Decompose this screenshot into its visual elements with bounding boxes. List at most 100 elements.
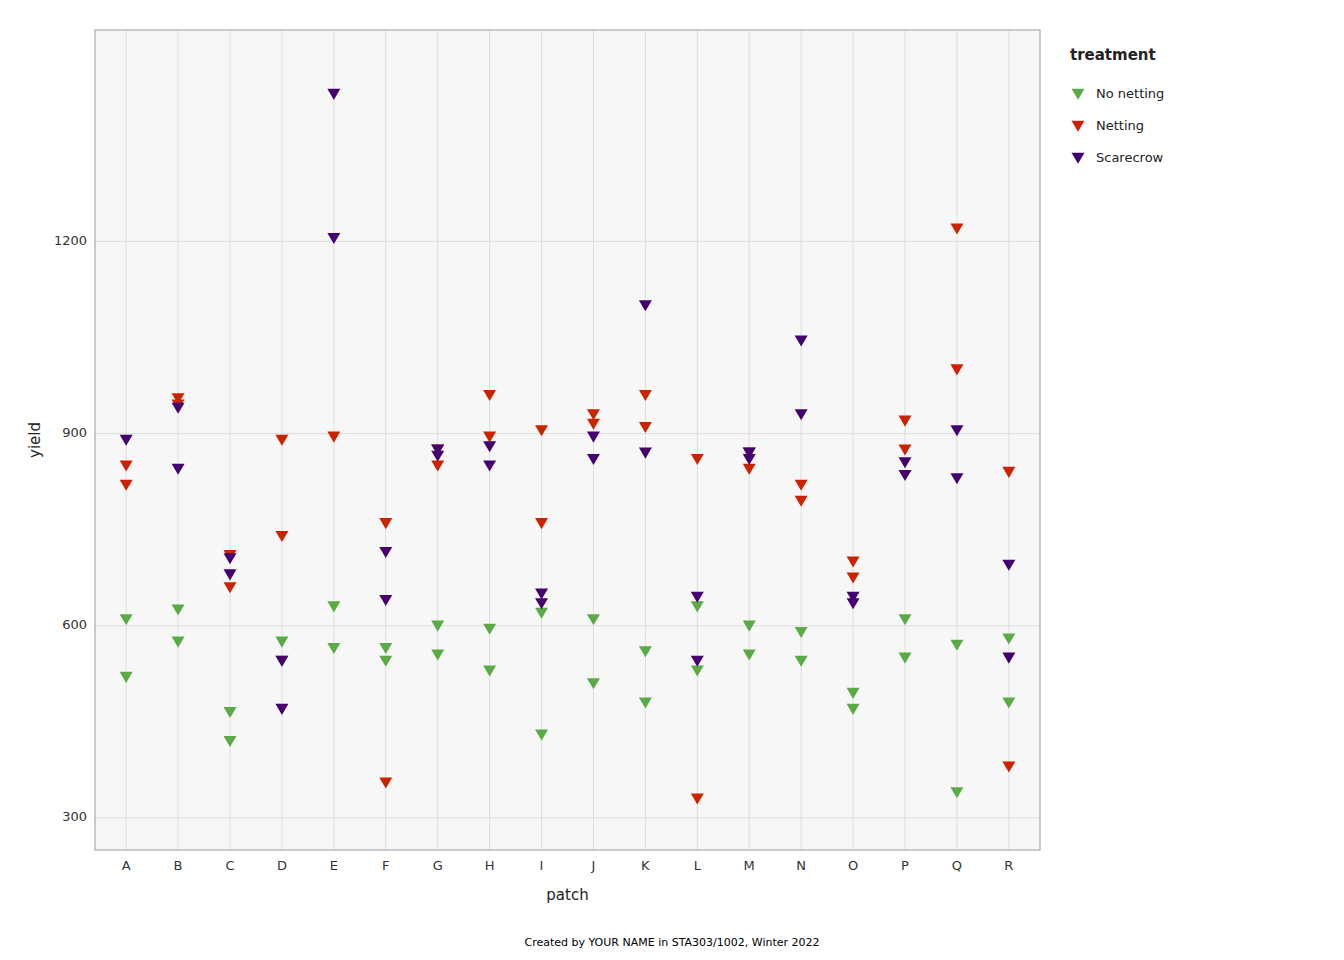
point	[691, 656, 704, 667]
point	[224, 582, 237, 593]
point	[535, 589, 548, 600]
point	[275, 637, 288, 648]
point	[431, 460, 444, 471]
x-tick-label: L	[694, 858, 702, 873]
point	[691, 601, 704, 612]
point	[1002, 633, 1015, 644]
point	[1002, 467, 1015, 478]
point	[327, 643, 340, 654]
point	[899, 457, 912, 468]
point	[1002, 762, 1015, 773]
legend-marker	[1072, 89, 1085, 100]
point	[431, 649, 444, 660]
x-grid-line	[956, 30, 957, 850]
point	[847, 573, 860, 584]
x-tick-label: C	[225, 858, 234, 873]
series-points	[120, 601, 1016, 798]
legend-marker	[1072, 153, 1085, 164]
point	[847, 598, 860, 609]
point	[950, 473, 963, 484]
point	[795, 627, 808, 638]
point	[483, 665, 496, 676]
y-grid-line	[95, 817, 1040, 818]
point	[1002, 697, 1015, 708]
x-tick-label: K	[641, 858, 650, 873]
x-tick-label: A	[122, 858, 131, 873]
point	[899, 614, 912, 625]
point	[535, 425, 548, 436]
x-tick-label: M	[744, 858, 755, 873]
point	[899, 653, 912, 664]
x-grid-line	[645, 30, 646, 850]
point	[275, 435, 288, 446]
point	[483, 390, 496, 401]
point	[431, 621, 444, 632]
point	[275, 656, 288, 667]
point	[172, 464, 185, 475]
x-grid-line	[853, 30, 854, 850]
point	[847, 557, 860, 568]
x-tick-label: J	[591, 858, 596, 873]
point	[535, 608, 548, 619]
x-tick-label: I	[540, 858, 544, 873]
x-tick-label: H	[485, 858, 495, 873]
point	[587, 432, 600, 443]
x-tick-label: G	[433, 858, 443, 873]
point	[483, 624, 496, 635]
point	[950, 223, 963, 234]
point	[1002, 653, 1015, 664]
point	[120, 672, 133, 683]
point	[379, 778, 392, 789]
caption: Created by YOUR NAME in STA303/1002, Win…	[524, 936, 819, 949]
point	[639, 300, 652, 311]
point	[275, 656, 288, 667]
point	[899, 416, 912, 427]
point	[639, 448, 652, 459]
series-points	[120, 223, 1016, 804]
point	[327, 601, 340, 612]
x-tick-label: D	[277, 858, 287, 873]
series-points	[120, 89, 1016, 715]
y-grid-line	[95, 241, 1040, 242]
point	[120, 460, 133, 471]
y-tick-label: 600	[62, 617, 87, 632]
point	[172, 605, 185, 616]
legend-label: Netting	[1096, 118, 1144, 133]
point	[327, 89, 340, 100]
y-grid-line	[95, 625, 1040, 626]
x-grid-line	[801, 30, 802, 850]
x-grid-line	[437, 30, 438, 850]
point	[691, 454, 704, 465]
point	[535, 729, 548, 740]
points	[120, 89, 1016, 805]
x-grid-line	[905, 30, 906, 850]
point	[379, 656, 392, 667]
point	[743, 454, 756, 465]
point	[639, 422, 652, 433]
point	[950, 425, 963, 436]
point	[587, 454, 600, 465]
point	[587, 409, 600, 420]
x-tick-label: F	[382, 858, 389, 873]
grid	[95, 30, 1040, 850]
y-tick-label: 300	[62, 809, 87, 824]
y-grid-line	[95, 433, 1040, 434]
plot-frame	[95, 30, 1040, 850]
point	[639, 390, 652, 401]
y-axis-label: yield	[26, 422, 44, 458]
legend: treatmentNo nettingNettingScarecrow	[1070, 46, 1164, 165]
point	[379, 595, 392, 606]
point	[224, 553, 237, 564]
x-tick-label: E	[330, 858, 338, 873]
point	[743, 649, 756, 660]
point	[1002, 560, 1015, 571]
point	[431, 451, 444, 462]
x-grid-line	[230, 30, 231, 850]
x-grid-line	[749, 30, 750, 850]
point	[120, 435, 133, 446]
point	[743, 621, 756, 632]
point	[795, 496, 808, 507]
point	[535, 598, 548, 609]
chart: 3006009001200ABCDEFGHIJKLMNOPQRpatchyiel…	[0, 0, 1344, 960]
x-tick-label: N	[796, 858, 806, 873]
